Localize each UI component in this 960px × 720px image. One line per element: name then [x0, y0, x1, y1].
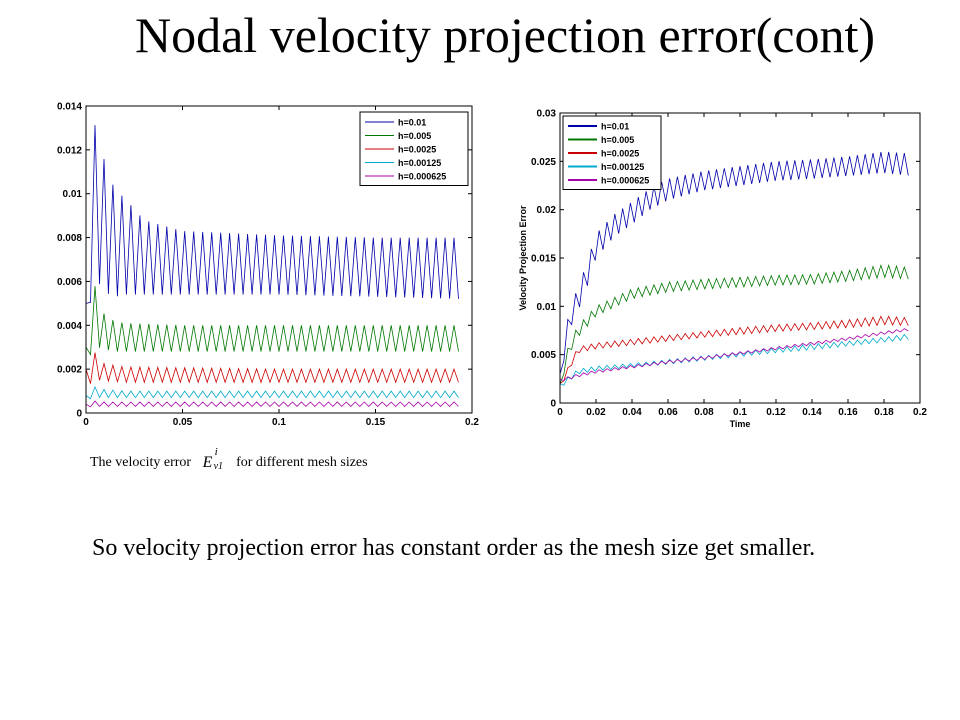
x-tick-label: 0.15 [366, 417, 386, 428]
conclusion-text: So velocity projection error has constan… [92, 535, 816, 561]
y-tick-label: 0 [550, 399, 556, 410]
series-line-0 [85, 125, 459, 304]
series-line-2 [559, 315, 909, 385]
y-axis-label: Velocity Projection Error [518, 205, 528, 311]
series-line-3 [85, 385, 459, 400]
x-tick-label: 0.2 [913, 407, 927, 418]
x-tick-label: 0 [83, 417, 89, 428]
y-tick-label: 0.012 [57, 145, 82, 156]
legend-label: h=0.01 [601, 122, 629, 132]
x-tick-label: 0.02 [586, 407, 606, 418]
figure-caption: The velocity error E i v1 for different … [90, 446, 368, 472]
legend-label: h=0.0025 [398, 145, 436, 155]
y-tick-label: 0.008 [57, 233, 82, 244]
legend: h=0.01 h=0.005 h=0.0025 h=0.00125 h=0.000625 [562, 115, 662, 190]
y-tick-label: 0.02 [537, 205, 557, 216]
x-tick-label: 0 [557, 407, 563, 418]
legend-label: h=0.005 [601, 135, 634, 145]
y-tick-label: 0.01 [63, 189, 83, 200]
x-tick-label: 0.2 [465, 417, 479, 428]
x-tick-label: 0.05 [173, 417, 193, 428]
legend-label: h=0.0025 [601, 149, 639, 159]
y-tick-label: 0.015 [531, 254, 556, 265]
y-tick-label: 0.005 [531, 350, 556, 361]
caption-suffix: for different mesh sizes [236, 455, 368, 470]
x-tick-label: 0.1 [733, 407, 747, 418]
x-tick-label: 0.06 [658, 407, 678, 418]
legend-label: h=0.005 [398, 131, 431, 141]
error-symbol: E i v1 [195, 446, 233, 472]
legend-label: h=0.00125 [398, 158, 441, 168]
x-tick-label: 0.14 [802, 407, 822, 418]
series-line-0 [559, 151, 909, 375]
legend-label: h=0.000625 [601, 176, 649, 186]
x-tick-label: 0.04 [622, 407, 642, 418]
error-symbol-sup: i [214, 446, 218, 458]
slide-title: Nodal velocity projection error(cont) [135, 7, 875, 63]
error-chart-right: 0 0.02 0.04 0.06 0.08 0.1 0.12 0.14 0.16 0.18 0.2 0… [518, 109, 927, 430]
series-line-4 [559, 328, 909, 382]
x-tick-label: 0.1 [272, 417, 286, 428]
y-tick-label: 0.004 [57, 321, 82, 332]
error-chart-left: 0 0.05 0.1 0.15 0.2 0 0.002 0.004 0.006 0.008 0.01… [57, 102, 479, 429]
legend-label: h=0.00125 [601, 162, 644, 172]
series-line-1 [85, 286, 459, 356]
series-line-4 [85, 400, 459, 408]
y-tick-label: 0.025 [531, 157, 556, 168]
caption-prefix: The velocity error [90, 455, 192, 470]
error-symbol-base: E [202, 454, 213, 471]
series-line-2 [85, 352, 459, 384]
legend: h=0.01 h=0.005 h=0.0025 h=0.00125 h=0.000625 [359, 111, 469, 186]
x-tick-label: 0.18 [874, 407, 894, 418]
legend-label: h=0.01 [398, 118, 426, 128]
y-tick-label: 0.006 [57, 277, 82, 288]
y-tick-label: 0 [76, 409, 82, 420]
series-line-3 [559, 333, 909, 386]
y-tick-label: 0.014 [57, 102, 82, 113]
y-tick-label: 0.03 [537, 109, 557, 120]
x-tick-label: 0.08 [694, 407, 714, 418]
x-axis-label: Time [730, 419, 751, 429]
y-tick-label: 0.01 [537, 302, 557, 313]
series-line-1 [559, 263, 909, 384]
x-tick-label: 0.12 [766, 407, 786, 418]
error-symbol-sub: v1 [213, 461, 224, 472]
y-tick-label: 0.002 [57, 365, 82, 376]
x-tick-label: 0.16 [838, 407, 858, 418]
legend-label: h=0.000625 [398, 172, 446, 182]
